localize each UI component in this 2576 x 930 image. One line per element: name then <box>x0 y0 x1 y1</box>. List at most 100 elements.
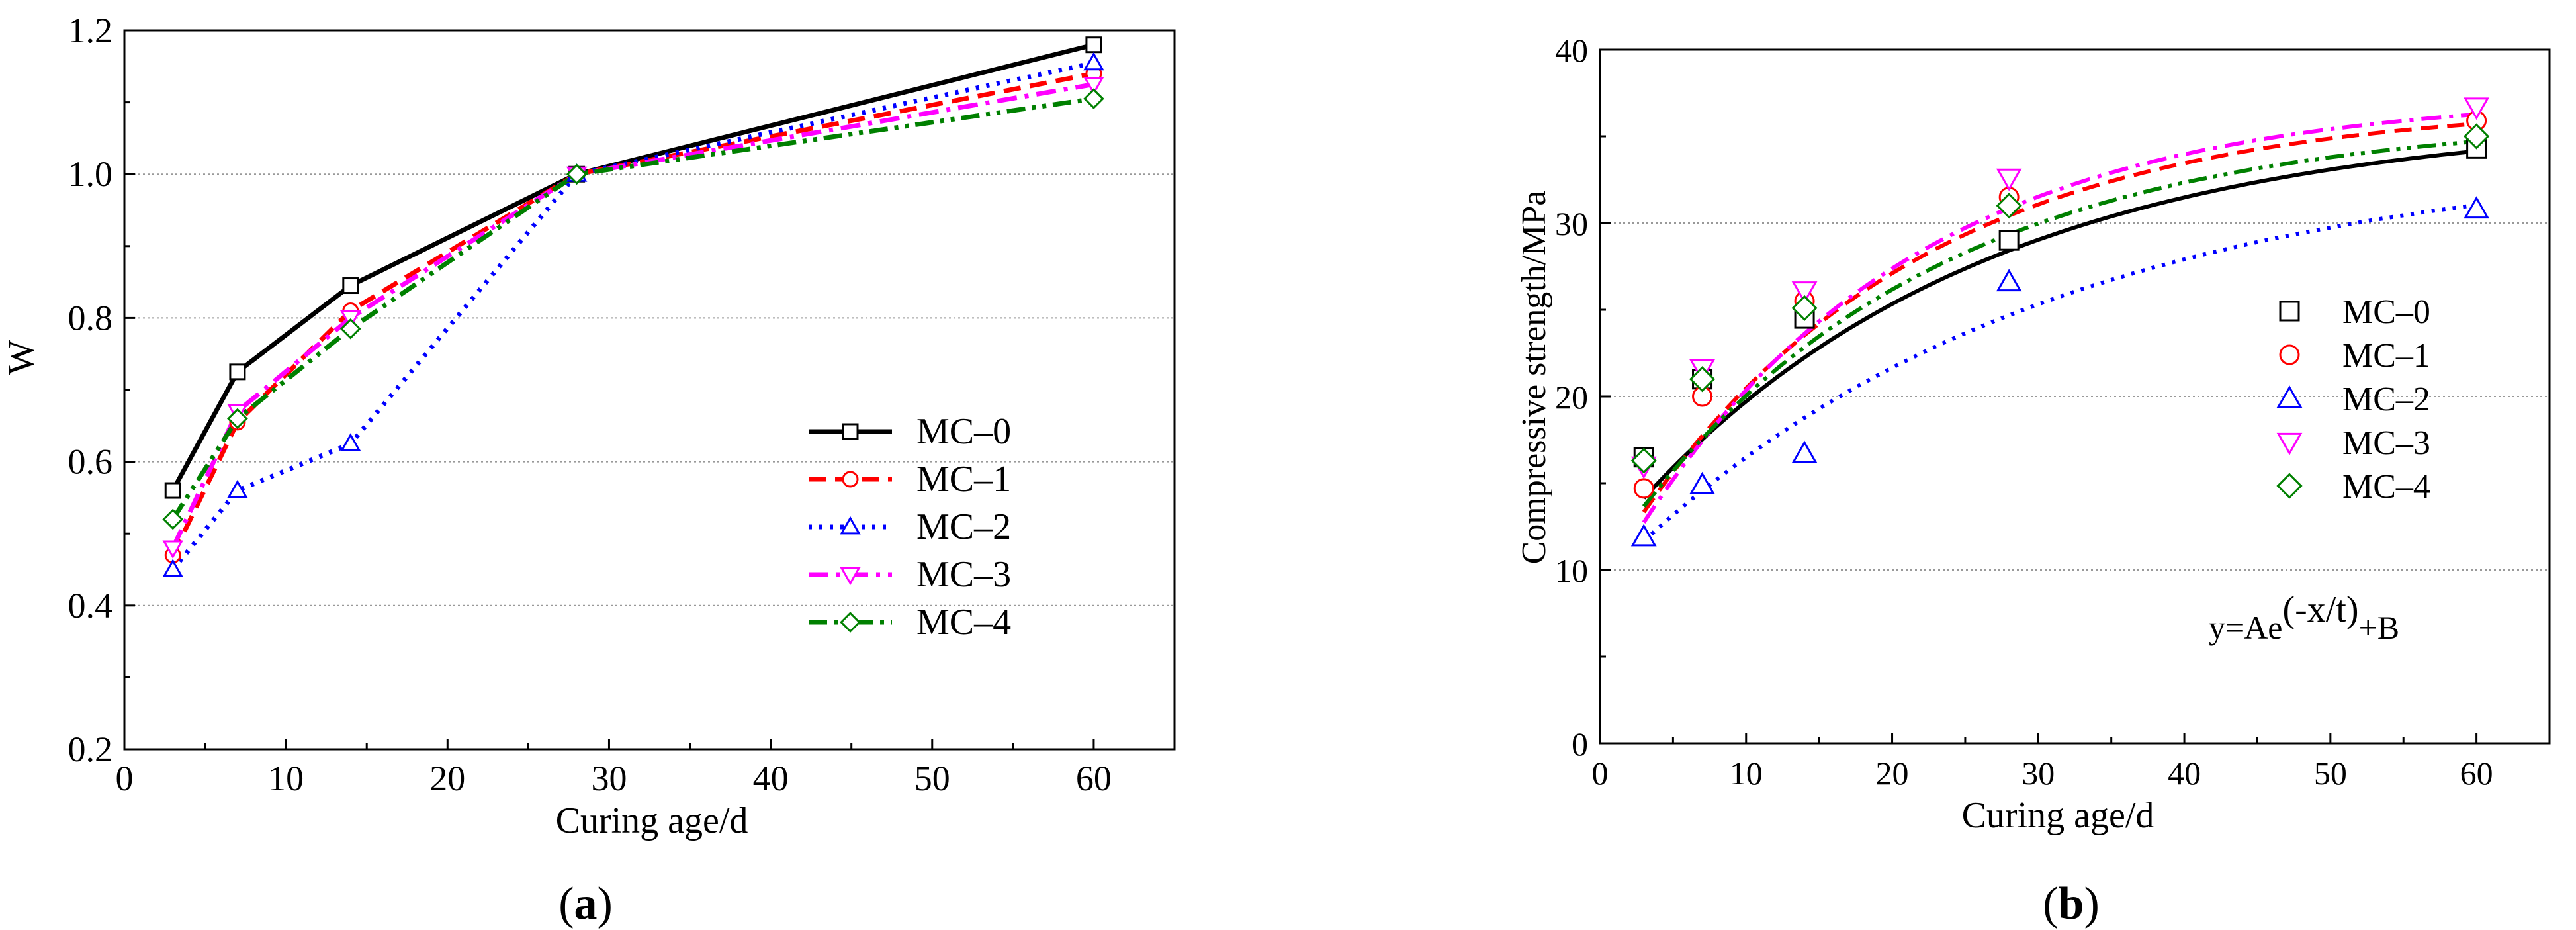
y-tick-label: 1.0 <box>68 154 113 194</box>
panel-a-legend: MC–0 MC–1 MC–2 MC–3 MC–4 <box>809 411 1011 643</box>
legend-item: MC–1 <box>2279 337 2430 375</box>
legend-marker <box>840 567 861 586</box>
x-tick-label: 10 <box>1730 755 1763 792</box>
panel-b-equation: y=Ae(-x/t)+B <box>2209 589 2399 646</box>
data-point <box>1791 281 1818 304</box>
panel-a-chart: 0 10 20 30 40 50 60 0.2 0.4 0.6 0.8 1.0 1.2 <box>68 11 1176 798</box>
legend-item: MC–3 <box>809 554 1011 595</box>
legend-label: MC–2 <box>2342 381 2430 418</box>
x-tick-label: 60 <box>1076 759 1112 798</box>
y-tick-label: 0.2 <box>68 729 113 769</box>
data-point <box>1630 447 1657 474</box>
legend-item: MC–4 <box>809 602 1011 643</box>
data-point <box>2464 97 2490 120</box>
x-tick-label: 0 <box>1592 755 1609 792</box>
data-point <box>1083 52 1104 71</box>
data-point <box>566 163 588 185</box>
legend-marker <box>842 471 859 488</box>
legend-label: MC–3 <box>2342 424 2430 462</box>
y-tick-label: 10 <box>1555 552 1588 589</box>
y-tick-label: 40 <box>1555 32 1588 69</box>
legend-label: MC–0 <box>916 411 1011 452</box>
legend-marker <box>2276 385 2303 408</box>
panel-b-chart: 0 10 20 30 40 50 60 0 10 20 30 40 <box>1555 32 2551 792</box>
series-line-1 <box>1642 121 2477 514</box>
panel-b-legend: MC–0 MC–1 MC–2 MC–3 MC–4 <box>2276 293 2430 506</box>
x-tick-label: 60 <box>2460 755 2493 792</box>
legend-item: MC–3 <box>2276 424 2430 462</box>
y-tick-label: 30 <box>1555 205 1588 242</box>
x-tick-label: 30 <box>591 759 627 798</box>
data-point <box>162 559 184 577</box>
panel-b-y-axis-title: Compressive strength/MPa <box>1515 191 1553 565</box>
legend-label: MC–4 <box>2342 468 2430 506</box>
data-point <box>1083 77 1104 95</box>
legend-item: MC–0 <box>2279 293 2430 331</box>
data-point <box>162 540 184 559</box>
x-tick-label: 50 <box>914 759 950 798</box>
y-tick-label: 0.8 <box>68 298 113 338</box>
x-tick-label: 0 <box>116 759 134 798</box>
y-tick-label: 1.2 <box>68 11 113 50</box>
legend-marker <box>840 612 861 633</box>
y-tick-label: 0.6 <box>68 442 113 482</box>
series-line-4 <box>1642 139 2477 508</box>
data-point <box>162 508 184 530</box>
x-tick-label: 40 <box>2168 755 2201 792</box>
legend-marker <box>2279 344 2300 365</box>
x-tick-label: 10 <box>268 759 304 798</box>
data-point <box>2464 196 2490 219</box>
legend-label: MC–1 <box>916 459 1011 500</box>
legend-marker <box>842 423 859 440</box>
panel-a-y-axis-title: W <box>1 340 42 375</box>
x-tick-label: 20 <box>1876 755 1909 792</box>
data-point <box>1791 440 1818 463</box>
data-point <box>1633 478 1654 499</box>
legend-marker <box>2276 473 2303 499</box>
data-point <box>1791 295 1818 322</box>
data-point <box>1996 193 2022 219</box>
y-tick-label: 20 <box>1555 379 1588 416</box>
data-point <box>1689 366 1716 393</box>
data-point <box>342 277 359 295</box>
y-tick-label: 0.4 <box>68 586 113 626</box>
legend-marker <box>840 516 861 535</box>
equation-exponent: (-x/t) <box>2283 589 2359 630</box>
data-point <box>2463 123 2490 150</box>
x-tick-label: 50 <box>2314 755 2347 792</box>
legend-label: MC–4 <box>916 602 1011 643</box>
legend-marker <box>2276 432 2303 455</box>
data-point <box>227 479 248 498</box>
data-point <box>1083 88 1104 110</box>
legend-item: MC–4 <box>2276 468 2430 506</box>
data-point <box>339 318 361 340</box>
legend-item: MC–2 <box>809 506 1011 547</box>
data-point <box>1630 524 1657 547</box>
legend-label: MC–0 <box>2342 293 2430 331</box>
data-point <box>164 482 181 499</box>
series-line-2 <box>1642 203 2477 543</box>
x-tick-label: 30 <box>2021 755 2055 792</box>
data-point <box>1998 230 2020 251</box>
data-point <box>227 408 248 430</box>
legend-label: MC–2 <box>916 506 1011 547</box>
series-line-0 <box>1642 149 2477 500</box>
series-line-3 <box>1642 112 2477 524</box>
data-point <box>229 363 246 381</box>
legend-label: MC–1 <box>2342 337 2430 375</box>
data-point <box>1996 168 2022 191</box>
series-line-4 <box>171 96 1094 521</box>
x-tick-label: 40 <box>753 759 789 798</box>
data-point <box>1689 471 1715 494</box>
data-point <box>340 433 361 451</box>
panel-a-x-axis-title: Curing age/d <box>556 800 748 841</box>
legend-item: MC–2 <box>2276 381 2430 418</box>
legend-label: MC–3 <box>916 554 1011 595</box>
data-point <box>1085 36 1102 54</box>
equation-prefix: y=Ae <box>2209 609 2283 646</box>
legend-item: MC–0 <box>809 411 1011 452</box>
equation-suffix: +B <box>2359 609 2400 646</box>
panel-a-label: (a) <box>558 878 613 929</box>
x-tick-label: 20 <box>429 759 465 798</box>
